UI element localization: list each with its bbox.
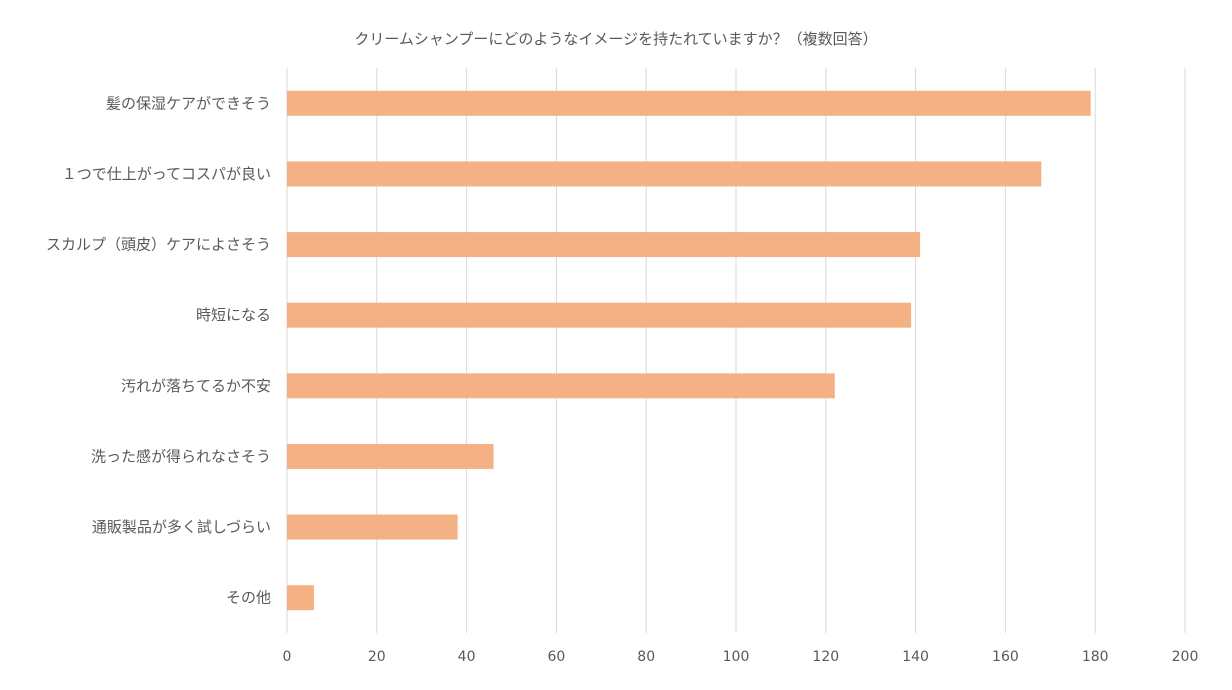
category-label: １つで仕上がってコスパが良い	[62, 165, 271, 183]
category-label: その他	[226, 589, 271, 607]
x-tick-label: 100	[723, 649, 750, 665]
category-label: 汚れが落ちてるか不安	[121, 377, 271, 395]
bar	[287, 232, 921, 258]
x-tick-label: 80	[637, 649, 655, 665]
x-tick-label: 20	[368, 649, 386, 665]
bars	[287, 90, 1091, 611]
gridlines	[286, 68, 1186, 633]
x-tick-label: 140	[902, 649, 929, 665]
bar	[287, 161, 1042, 187]
category-label: スカルプ（頭皮）ケアによさそう	[46, 236, 271, 254]
x-tick-label: 160	[992, 649, 1019, 665]
category-labels: 髪の保湿ケアができそう １つで仕上がってコスパが良いスカルプ（頭皮）ケアによさそう…	[46, 94, 271, 606]
x-tick-label: 180	[1082, 649, 1109, 665]
bar	[287, 373, 835, 399]
x-tick-labels: 0 20 40 60 80 100 120 140 160 180 200	[283, 649, 1199, 665]
bar	[287, 443, 494, 469]
chart-title: クリームシャンプーにどのようなイメージを持たれていますか？（複数回答）	[354, 30, 877, 48]
bar	[287, 90, 1091, 116]
category-label: 通販製品が多く試しづらい	[92, 518, 271, 536]
category-label: 時短になる	[196, 306, 271, 324]
x-tick-label: 60	[547, 649, 565, 665]
x-tick-label: 120	[812, 649, 839, 665]
x-tick-label: 0	[283, 649, 292, 665]
category-label: 髪の保湿ケアができそう	[106, 94, 271, 112]
bar	[287, 514, 458, 540]
bar	[287, 302, 912, 328]
x-tick-label: 40	[458, 649, 476, 665]
x-tick-label: 200	[1172, 649, 1199, 665]
bar	[287, 585, 314, 611]
category-label: 洗った感が得られなさそう	[91, 447, 271, 465]
